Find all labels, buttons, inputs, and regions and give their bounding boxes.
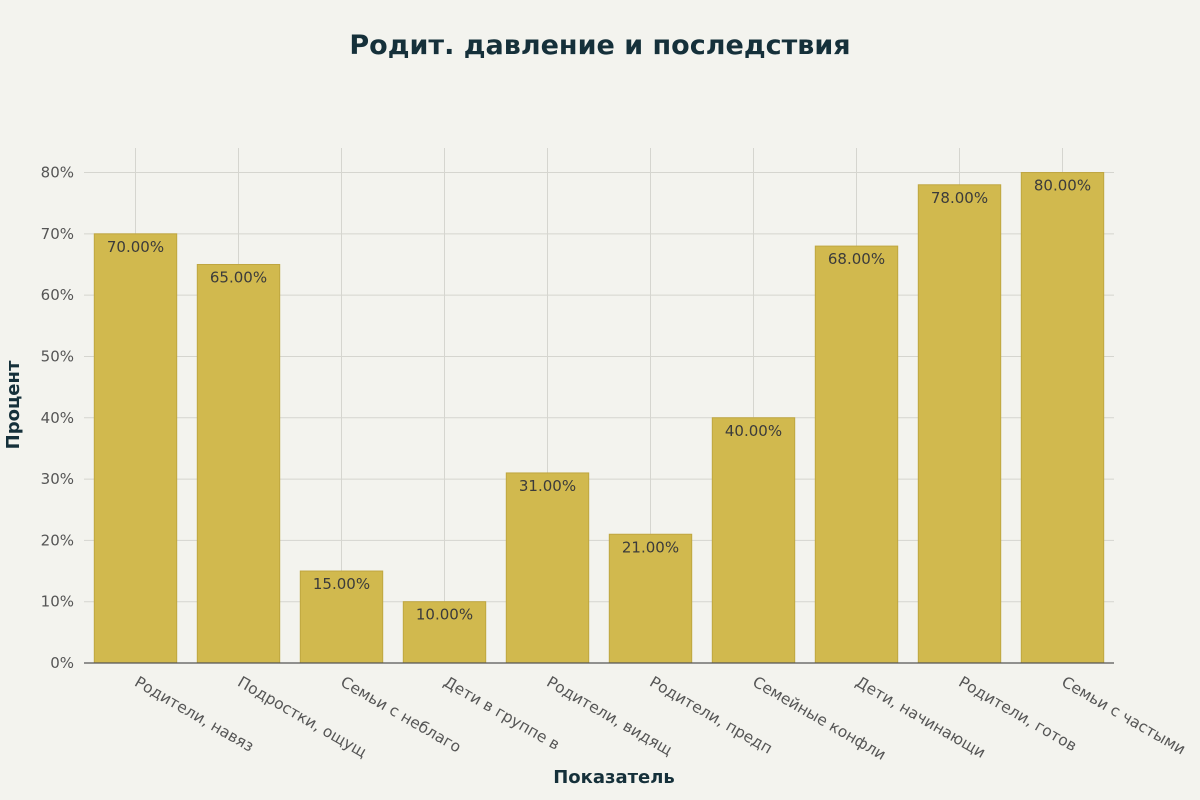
chart-title: Родит. давление и последствия xyxy=(349,30,851,61)
bar-data-label: 65.00% xyxy=(210,268,267,286)
bar-data-label: 21.00% xyxy=(622,538,679,556)
y-tick-label: 70% xyxy=(41,225,74,243)
bar-data-label: 10.00% xyxy=(416,606,473,624)
bar-data-label: 70.00% xyxy=(107,238,164,256)
x-axis-title: Показатель xyxy=(553,767,675,788)
bar-data-label: 78.00% xyxy=(931,189,988,207)
y-tick-label: 10% xyxy=(41,593,74,611)
y-tick-label: 30% xyxy=(41,470,74,488)
bar-data-label: 80.00% xyxy=(1034,177,1091,195)
bar xyxy=(196,263,281,664)
bar xyxy=(711,417,796,664)
bar-data-label: 31.00% xyxy=(519,477,576,495)
y-tick-label: 20% xyxy=(41,531,74,549)
bar xyxy=(917,184,1002,664)
bar-data-label: 68.00% xyxy=(828,250,885,268)
bar xyxy=(1020,172,1105,664)
bar xyxy=(93,233,178,664)
bar xyxy=(608,533,693,664)
x-tick-label: Семьи с частыми xyxy=(1059,673,1189,759)
bar xyxy=(505,472,590,664)
y-tick-label: 50% xyxy=(41,347,74,365)
bar xyxy=(814,245,899,664)
y-tick-label: 60% xyxy=(41,286,74,304)
bar xyxy=(299,570,384,664)
y-tick-label: 0% xyxy=(50,654,74,672)
y-axis-title: Процент xyxy=(3,360,24,449)
y-tick-label: 80% xyxy=(41,164,74,182)
bar xyxy=(402,601,487,664)
bar-data-label: 15.00% xyxy=(313,575,370,593)
bar-data-label: 40.00% xyxy=(725,422,782,440)
y-tick-label: 40% xyxy=(41,409,74,427)
